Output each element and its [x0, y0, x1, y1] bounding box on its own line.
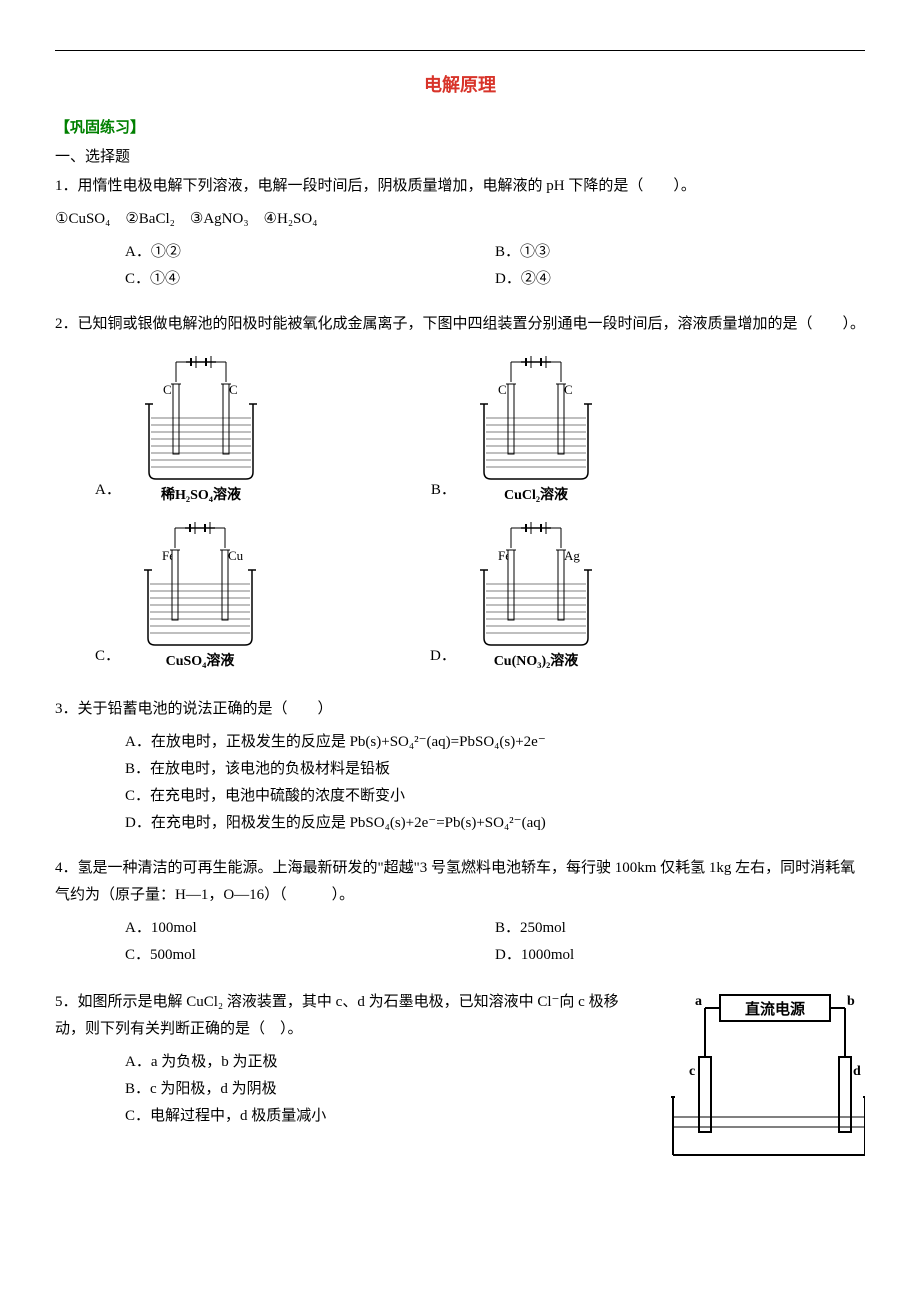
q5-stem: 5．如图所示是电解 CuCl₂ 溶液装置，其中 c、d 为石墨电极，已知溶液中 …: [55, 989, 645, 1043]
q2-row-2: C． FeCuCuSO₄溶液 D． FeAgCu(NO₃)₂溶液: [95, 520, 865, 670]
svg-text:b: b: [847, 994, 855, 1009]
q2-a-prefix: A．: [95, 477, 121, 504]
q1-opt-b: B．①③: [425, 239, 795, 266]
q2-d-prefix: D．: [430, 643, 456, 670]
q3-opt-a: A．在放电时，正极发生的反应是 Pb(s)+SO₄²⁻(aq)=PbSO₄(s)…: [55, 729, 865, 756]
beaker-diagram-d: FeAgCu(NO₃)₂溶液: [466, 520, 606, 670]
q1-stem: 1．用惰性电极电解下列溶液，电解一段时间后，阴极质量增加，电解液的 pH 下降的…: [55, 173, 865, 200]
svg-text:C: C: [498, 382, 507, 397]
svg-text:Cu: Cu: [228, 548, 244, 563]
q4-options: A．100mol B．250mol C．500mol D．1000mol: [55, 915, 865, 969]
q4-opt-d: D．1000mol: [425, 942, 795, 969]
svg-text:C: C: [163, 382, 172, 397]
q1-opt-a: A．①②: [55, 239, 425, 266]
q5-diagram: 直流电源 a b c d: [665, 987, 865, 1157]
q3-opt-c: C．在充电时，电池中硫酸的浓度不断变小: [55, 783, 865, 810]
svg-text:c: c: [689, 1064, 695, 1079]
beaker-diagram-a: CC稀H₂SO₄溶液: [131, 354, 271, 504]
q5-opt-b: B．c 为阳极，d 为阴极: [55, 1076, 645, 1103]
q2-c-prefix: C．: [95, 643, 120, 670]
q4-opt-a: A．100mol: [55, 915, 425, 942]
q1-opt-c: C．①④: [55, 266, 425, 293]
svg-text:d: d: [853, 1064, 861, 1079]
q5-opt-c: C．电解过程中，d 极质量减小: [55, 1103, 645, 1130]
q5-wrap: 5．如图所示是电解 CuCl₂ 溶液装置，其中 c、d 为石墨电极，已知溶液中 …: [55, 987, 865, 1157]
q2-stem: 2．已知铜或银做电解池的阳极时能被氧化成金属离子，下图中四组装置分别通电一段时间…: [55, 311, 865, 338]
beaker-diagram-c: FeCuCuSO₄溶液: [130, 520, 270, 670]
q5-opt-a: A．a 为负极，b 为正极: [55, 1049, 645, 1076]
q4-opt-c: C．500mol: [55, 942, 425, 969]
q2-row-1: A． CC稀H₂SO₄溶液 B． CCCuCl₂溶液: [95, 354, 865, 504]
q3-stem: 3．关于铅蓄电池的说法正确的是（ ）: [55, 696, 865, 723]
svg-text:CuSO₄溶液: CuSO₄溶液: [166, 652, 236, 669]
q1-options: A．①② B．①③ C．①④ D．②④: [55, 239, 865, 293]
q4-stem: 4．氢是一种清洁的可再生能源。上海最新研发的"超越"3 号氢燃料电池轿车，每行驶…: [55, 855, 865, 909]
svg-text:Ag: Ag: [564, 548, 580, 563]
q3-opt-b: B．在放电时，该电池的负极材料是铅板: [55, 756, 865, 783]
q4-opt-b: B．250mol: [425, 915, 795, 942]
svg-text:稀H₂SO₄溶液: 稀H₂SO₄溶液: [161, 486, 242, 503]
q3-opt-d: D．在充电时，阳极发生的反应是 PbSO₄(s)+2e⁻=Pb(s)+SO₄²⁻…: [55, 810, 865, 837]
svg-text:Cu(NO₃)₂溶液: Cu(NO₃)₂溶液: [494, 652, 580, 669]
svg-text:CuCl₂溶液: CuCl₂溶液: [504, 486, 569, 503]
q1-opt-d: D．②④: [425, 266, 795, 293]
svg-text:直流电源: 直流电源: [745, 1000, 805, 1018]
beaker-diagram-b: CCCuCl₂溶液: [466, 354, 606, 504]
practice-header: 【巩固练习】: [55, 115, 865, 142]
q1-formulas: ①CuSO₄ ②BaCl₂ ③AgNO₃ ④H₂SO₄: [55, 206, 865, 233]
svg-text:a: a: [695, 994, 702, 1009]
q2-b-prefix: B．: [431, 477, 456, 504]
page-title: 电解原理: [55, 69, 865, 101]
section-1-header: 一、选择题: [55, 144, 865, 171]
